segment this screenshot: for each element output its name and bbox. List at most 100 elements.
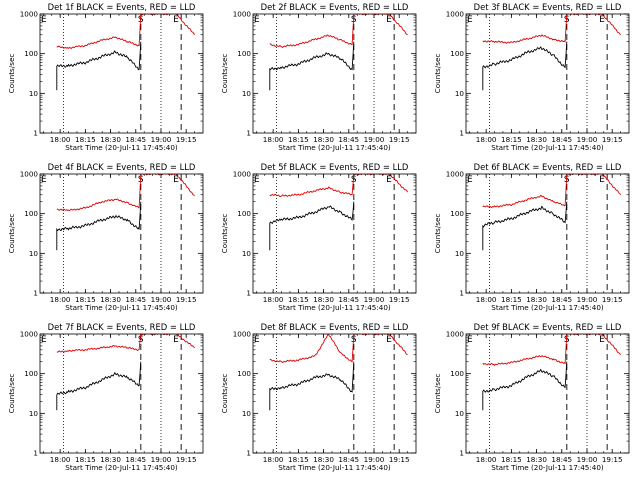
- lld-series-line: [482, 334, 621, 367]
- event-marker: E: [599, 175, 605, 185]
- x-tick-label: 18:15: [288, 135, 309, 144]
- event-marker: E: [41, 15, 47, 25]
- event-marker: E: [254, 335, 260, 345]
- plot-frame: [465, 173, 630, 294]
- x-tick-label: 18:45: [338, 295, 359, 304]
- plot-frame: [39, 13, 204, 134]
- x-axis-label: Start Time (20-Jul-11 17:45:40): [278, 463, 391, 472]
- plot-title: Det 2f BLACK = Events, RED = LLD: [261, 2, 409, 12]
- events-series-line: [56, 41, 142, 91]
- x-axis-label: Start Time (20-Jul-11 17:45:40): [491, 303, 604, 312]
- x-tick-label: 18:45: [125, 135, 146, 144]
- y-tick-label: 1000: [233, 10, 252, 19]
- plot-frame: [39, 333, 204, 454]
- x-tick-label: 19:15: [602, 135, 623, 144]
- series-group: [56, 174, 195, 251]
- event-marker: E: [173, 175, 179, 185]
- y-tick-label: 1000: [446, 10, 465, 19]
- x-tick-label: 18:00: [476, 295, 497, 304]
- x-tick-label: 18:45: [551, 455, 572, 464]
- x-tick-label: 19:15: [389, 295, 410, 304]
- y-tick-label: 100: [237, 369, 251, 378]
- event-marker: E: [173, 15, 179, 25]
- x-tick-label: 18:15: [75, 455, 96, 464]
- event-marker: E: [467, 175, 473, 185]
- x-tick-label: 18:00: [263, 135, 284, 144]
- y-tick-label: 100: [450, 209, 464, 218]
- x-tick-label: 18:15: [75, 295, 96, 304]
- event-marker: E: [173, 335, 179, 345]
- y-tick-label: 1000: [446, 170, 465, 179]
- x-tick-label: 18:30: [526, 455, 547, 464]
- detector-panel: Det 7f BLACK = Events, RED = LLD E S E 1 10 10…: [0, 320, 213, 480]
- x-tick-label: 19:00: [364, 295, 385, 304]
- events-series-line: [269, 201, 355, 251]
- x-tick-label: 18:00: [50, 455, 71, 464]
- x-tick-label: 19:15: [602, 295, 623, 304]
- x-tick-label: 18:00: [50, 295, 71, 304]
- x-tick-label: 18:30: [100, 295, 121, 304]
- y-tick-label: 1: [33, 129, 38, 138]
- detector-panel: Det 3f BLACK = Events, RED = LLD E S E 1 10 10…: [426, 0, 639, 160]
- y-tick-label: 10: [242, 409, 252, 418]
- x-tick-label: 19:00: [364, 135, 385, 144]
- x-tick-label: 19:15: [389, 455, 410, 464]
- plot-frame: [465, 13, 630, 134]
- events-series-line: [56, 361, 142, 411]
- plot-title: Det 9f BLACK = Events, RED = LLD: [474, 322, 622, 332]
- event-marker: S: [351, 175, 357, 185]
- detector-panel: Det 5f BLACK = Events, RED = LLD E S E 1 10 10…: [213, 160, 426, 320]
- event-marker: E: [386, 335, 392, 345]
- y-tick-label: 100: [450, 49, 464, 58]
- y-axis-label: Counts/sec: [220, 374, 229, 414]
- x-tick-label: 18:45: [551, 295, 572, 304]
- event-marker: S: [138, 335, 144, 345]
- series-group: [56, 334, 195, 411]
- plot-title: Det 3f BLACK = Events, RED = LLD: [474, 2, 622, 12]
- plot-title: Det 4f BLACK = Events, RED = LLD: [48, 162, 196, 172]
- event-marker: E: [386, 15, 392, 25]
- y-axis-label: Counts/sec: [7, 214, 16, 254]
- x-tick-label: 19:00: [151, 455, 172, 464]
- x-tick-label: 19:15: [176, 455, 197, 464]
- plot-frame: [39, 173, 204, 294]
- y-tick-label: 1000: [233, 170, 252, 179]
- detector-panel: Det 1f BLACK = Events, RED = LLD E S E 1 10 10…: [0, 0, 213, 160]
- events-series-line: [482, 41, 568, 91]
- x-tick-label: 19:00: [151, 295, 172, 304]
- event-marker: E: [599, 335, 605, 345]
- x-tick-label: 19:00: [364, 455, 385, 464]
- lld-series-line: [269, 174, 408, 198]
- x-tick-label: 18:30: [313, 455, 334, 464]
- series-group: [482, 334, 621, 411]
- x-tick-label: 18:30: [100, 455, 121, 464]
- x-tick-label: 18:15: [501, 295, 522, 304]
- x-tick-label: 18:00: [263, 295, 284, 304]
- x-tick-label: 18:45: [125, 295, 146, 304]
- event-marker: E: [254, 15, 260, 25]
- y-tick-label: 1000: [446, 330, 465, 339]
- plot-frame: [252, 173, 417, 294]
- x-tick-label: 18:30: [526, 135, 547, 144]
- x-tick-label: 18:00: [263, 455, 284, 464]
- x-tick-label: 19:15: [176, 135, 197, 144]
- y-tick-label: 10: [242, 249, 252, 258]
- plot-frame: [465, 333, 630, 454]
- x-tick-label: 18:00: [50, 135, 71, 144]
- detector-panel: Det 9f BLACK = Events, RED = LLD E S E 1 10 10…: [426, 320, 639, 480]
- x-tick-label: 18:45: [551, 135, 572, 144]
- lld-series-line: [56, 334, 195, 353]
- event-marker: E: [386, 175, 392, 185]
- x-axis-label: Start Time (20-Jul-11 17:45:40): [278, 143, 391, 152]
- detector-panel: Det 4f BLACK = Events, RED = LLD E S E 1 10 10…: [0, 160, 213, 320]
- events-series-line: [56, 201, 142, 251]
- y-tick-label: 1: [33, 449, 38, 458]
- y-tick-label: 10: [29, 409, 39, 418]
